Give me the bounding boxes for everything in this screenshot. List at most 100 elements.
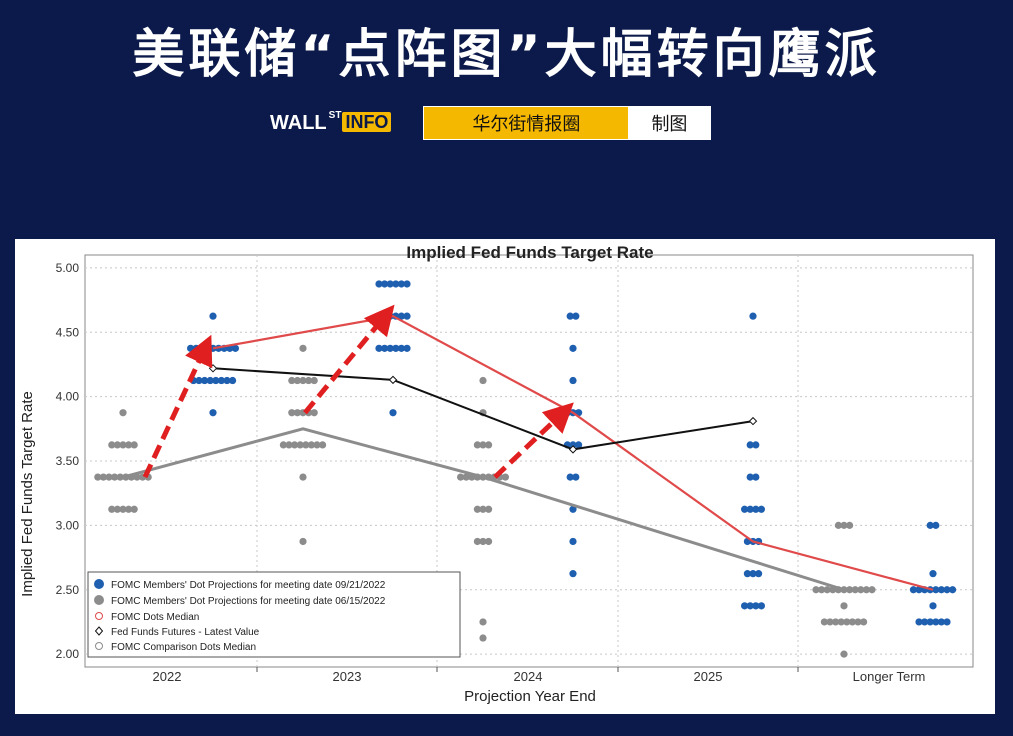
shift-arrow [142, 334, 213, 479]
dot-projection-jun [105, 473, 113, 481]
dot-projection-sep [386, 280, 394, 288]
y-tick-label: 3.50 [56, 454, 80, 468]
dot-projection-jun [860, 618, 868, 626]
dot-projection-jun [479, 505, 487, 513]
dot-projection-jun [310, 376, 318, 385]
shift-arrow [493, 402, 574, 479]
dot-projection-jun [818, 586, 826, 594]
futures-line [212, 367, 754, 451]
dot-projection-sep [743, 570, 752, 578]
y-tick-label: 2.50 [56, 583, 80, 597]
x-tick-label: 2022 [153, 669, 182, 684]
dot-projection-jun [868, 586, 876, 594]
wallstinfo-logo: WALL ST INFO [270, 109, 392, 135]
dot-projection-jun [832, 618, 840, 626]
dot-projection-jun [501, 473, 509, 481]
dot-projection-sep [932, 586, 940, 594]
dot-projection-jun [319, 441, 327, 449]
dot-projection-jun [299, 344, 307, 352]
y-tick-label: 4.00 [56, 390, 80, 404]
dot-projection-jun [848, 618, 857, 626]
dot-projection-sep [375, 344, 383, 352]
dot-projection-jun [840, 602, 848, 610]
dot-projection-jun [307, 441, 315, 449]
dot-projection-sep [741, 505, 749, 513]
dot-projection-sep [746, 602, 754, 610]
chart-card: 5.00 4.50 4.00 3.50 3.00 2.50 2.00 2022 2023 2024… [15, 239, 995, 714]
dot-projection-jun [479, 618, 487, 626]
dot-projection-jun [113, 505, 121, 513]
dot-projection-jun [840, 521, 848, 529]
dot-projection-jun [293, 376, 301, 385]
dot-projection-jun [834, 521, 843, 529]
x-tick-label: 2025 [694, 669, 723, 684]
dot-projection-jun [116, 473, 124, 481]
dot-projection-sep [209, 312, 217, 320]
y-tick-label: 4.50 [56, 325, 80, 339]
legend-marker-sep [94, 579, 104, 589]
dot-projection-sep [757, 505, 766, 513]
dot-projection-sep [201, 376, 209, 385]
dot-projection-jun [119, 441, 127, 449]
dot-projection-jun [288, 376, 296, 385]
dot-projection-sep [937, 618, 946, 626]
y-tick-label: 2.00 [56, 647, 80, 661]
dot-projection-jun [108, 505, 116, 513]
dot-projection-jun [125, 505, 133, 513]
dot-projection-sep [909, 586, 918, 594]
logo-st: ST [328, 109, 342, 121]
dot-projection-sep [392, 280, 400, 288]
x-tick-label: 2023 [333, 669, 362, 684]
dot-projection-sep [569, 376, 577, 385]
credit-tag: 制图 [628, 107, 711, 139]
dot-projection-jun [108, 441, 116, 449]
dot-projection-jun [293, 409, 301, 417]
dot-projection-sep [397, 312, 405, 320]
comparison-median-line [122, 427, 845, 592]
dot-projection-jun [457, 473, 465, 481]
dot-projection-jun [479, 376, 487, 385]
dot-projection-sep [381, 344, 389, 352]
logo-main: WALL [270, 111, 327, 134]
y-tick-label: 5.00 [56, 261, 80, 275]
dot-projection-sep [575, 441, 583, 449]
dot-projection-jun [473, 441, 481, 449]
credit-org: 华尔街情报圈 [424, 107, 629, 139]
dot-projection-sep [752, 602, 760, 610]
dot-projection-sep [397, 344, 405, 352]
y-axis-title: Implied Fed Funds Target Rate [19, 391, 36, 597]
dot-projection-jun [857, 586, 865, 594]
legend-marker-median [95, 612, 103, 620]
dot-projection-jun [288, 409, 296, 417]
dot-projection-sep [569, 441, 577, 449]
dot-projection-jun [837, 618, 845, 626]
dot-projection-sep [752, 441, 760, 449]
dot-projection-sep [229, 376, 237, 385]
dot-projection-jun [130, 505, 138, 513]
dot-projection-sep [926, 521, 934, 529]
dot-projection-jun [285, 441, 293, 449]
x-tick-label: Longer Term [853, 669, 926, 684]
dot-projection-jun [854, 618, 862, 626]
dot-projection-sep [195, 376, 203, 385]
dot-projection-sep [932, 618, 940, 626]
dot-projection-jun [473, 505, 481, 513]
dot-projection-sep [749, 312, 757, 320]
dot-projection-jun [130, 441, 138, 449]
logo-info: INFO [342, 111, 392, 132]
dot-projection-sep [921, 618, 929, 626]
dot-projection-sep [569, 570, 577, 578]
dot-projection-jun [119, 409, 127, 417]
dot-projection-sep [929, 570, 937, 578]
dot-projection-sep [569, 344, 577, 352]
dot-projection-sep [375, 280, 383, 288]
dot-projection-jun [846, 521, 854, 529]
dot-projection-jun [473, 537, 481, 546]
dot-projection-jun [812, 586, 820, 594]
brand-row: WALL ST INFO 华尔街情报圈 制图 [270, 106, 712, 140]
dot-projection-jun [846, 586, 854, 594]
dot-projection-sep [929, 602, 937, 610]
dot-projection-jun [279, 441, 287, 449]
dot-projection-sep [915, 586, 923, 594]
dot-projection-sep [386, 344, 394, 352]
